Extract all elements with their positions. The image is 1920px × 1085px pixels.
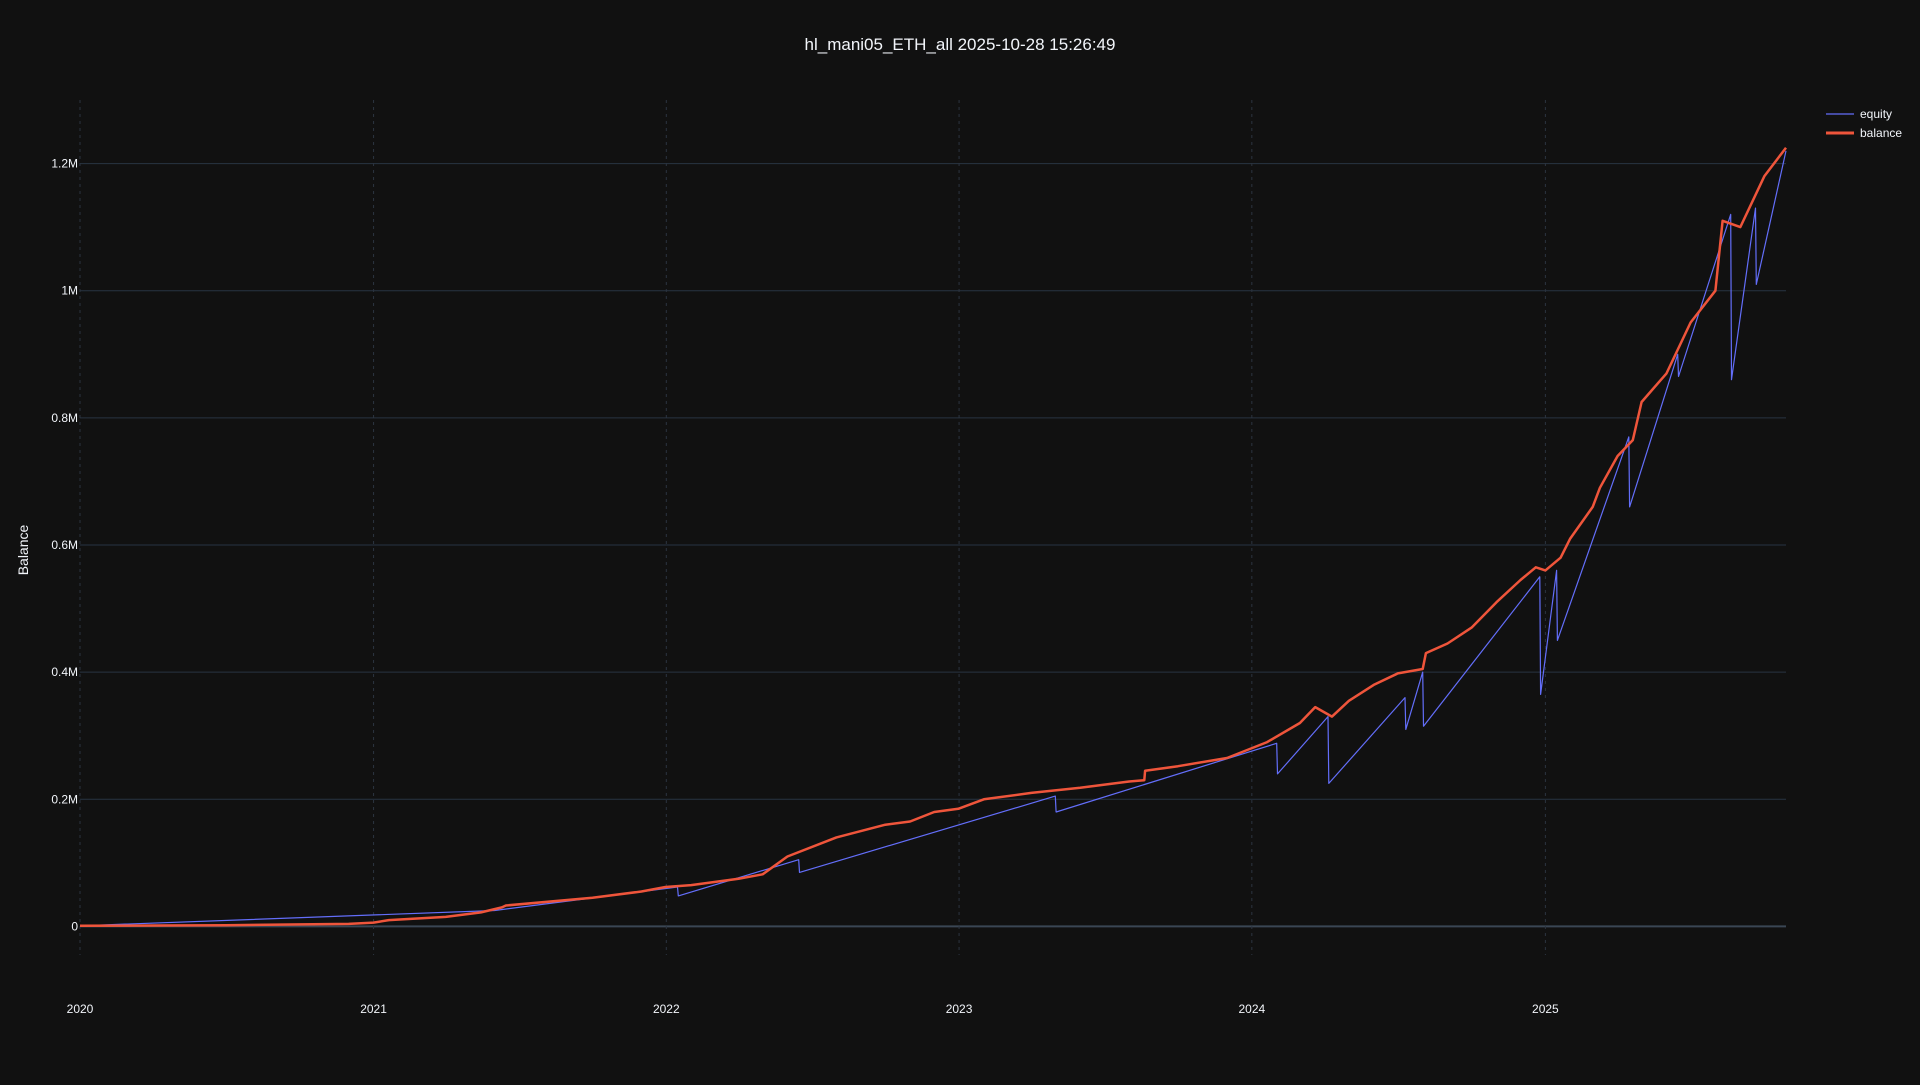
y-tick-label: 0.8M <box>51 411 78 425</box>
y-tick-label: 0 <box>71 919 78 933</box>
y-axis-title: Balance <box>15 524 31 575</box>
legend[interactable]: equity balance <box>1826 107 1902 140</box>
series-layer <box>79 146 1787 928</box>
x-tick-label: 2020 <box>67 1002 94 1016</box>
grid-layer <box>79 100 1786 955</box>
legend-item-balance[interactable]: balance <box>1826 126 1902 140</box>
y-tick-label: 1M <box>61 284 78 298</box>
equity-series-line <box>79 150 1787 927</box>
chart-title: hl_mani05_ETH_all 2025-10-28 15:26:49 <box>805 35 1116 54</box>
legend-label-equity: equity <box>1860 107 1892 121</box>
x-tick-label: 2024 <box>1238 1002 1265 1016</box>
balance-series-line <box>79 146 1787 928</box>
x-tick-label: 2025 <box>1532 1002 1559 1016</box>
y-tick-label: 0.2M <box>51 792 78 806</box>
legend-label-balance: balance <box>1860 126 1902 140</box>
x-tick-label: 2022 <box>653 1002 680 1016</box>
y-tick-label: 0.6M <box>51 538 78 552</box>
tick-layer: 0 0.2M 0.4M 0.6M 0.8M 1M 1.2M 2020 2021 2022 2023 2… <box>51 157 1559 1016</box>
legend-item-equity[interactable]: equity <box>1826 107 1892 121</box>
y-tick-label: 1.2M <box>51 157 78 171</box>
x-tick-label: 2021 <box>360 1002 387 1016</box>
x-tick-label: 2023 <box>946 1002 973 1016</box>
y-tick-label: 0.4M <box>51 665 78 679</box>
